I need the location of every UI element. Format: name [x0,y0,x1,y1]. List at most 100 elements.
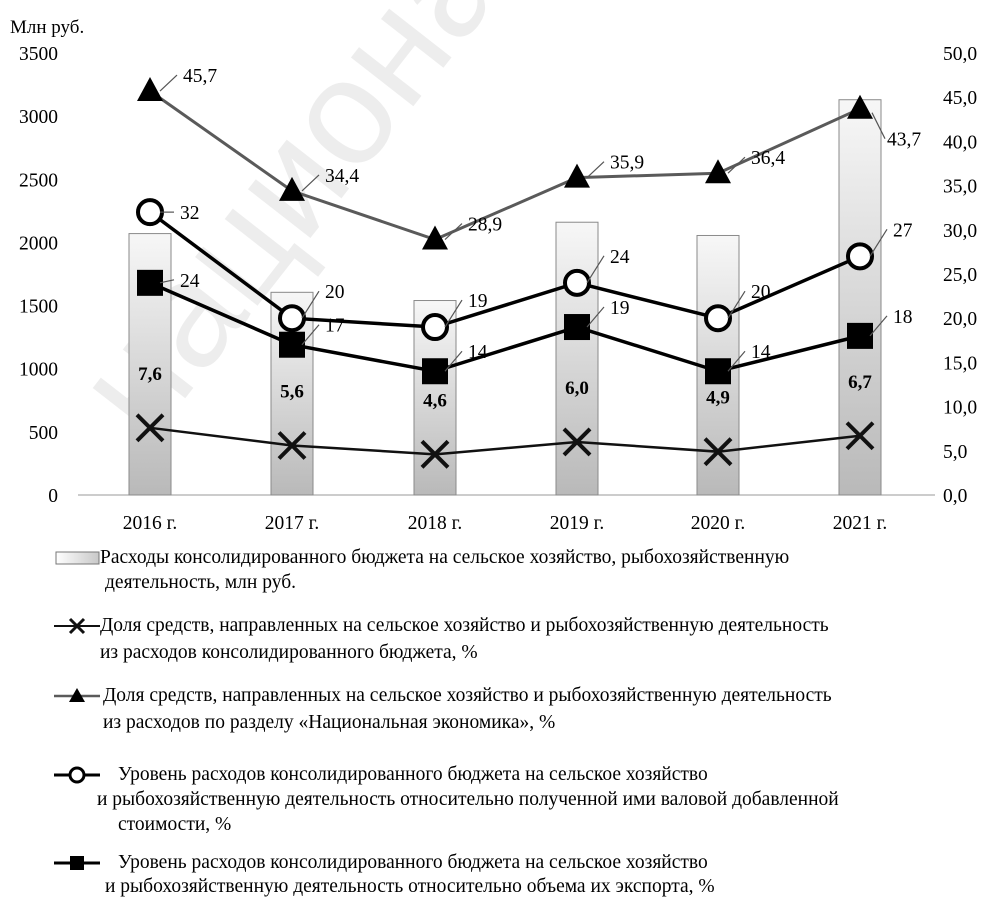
left-tick-label: 500 [29,423,58,444]
point-marker-triangle [705,159,731,184]
data-label-square: 18 [893,307,913,328]
data-label-circle: 20 [325,282,345,303]
label-leader [586,161,605,179]
right-tick-label: 35,0 [943,177,977,198]
point-marker-x [277,431,307,460]
data-label-triangle: 28,9 [468,215,502,236]
label-leader [586,255,605,284]
x-tick-label: 2018 г. [408,513,463,534]
label-leader [159,279,175,284]
point-marker-triangle [137,77,163,102]
left-tick-label: 3000 [19,107,58,128]
legend-label: стоимости, % [118,814,232,835]
label-leader [301,324,320,346]
right-tick-label: 5,0 [943,442,967,463]
right-axis: 0,0 5,0 10,0 15,0 20,0 25,0 30,0 35,0 40,0 45,0 50… [943,44,977,507]
data-label-triangle: 45,7 [183,66,217,87]
x-tick-label: 2017 г. [265,513,320,534]
left-tick-label: 2500 [19,170,58,191]
bar [555,221,599,496]
left-tick-label: 0 [48,486,58,507]
label-leader [444,223,463,240]
point-marker-circle [704,304,732,333]
left-axis: 0 500 1000 1500 2000 2500 3000 3500 [19,44,58,507]
data-label-square: 19 [610,298,630,319]
label-leader [727,350,746,372]
right-tick-label: 40,0 [943,132,977,153]
data-label-triangle: 43,7 [887,130,921,151]
legend-label: и рыбохозяйственную деятельность относит… [105,876,715,897]
data-label-x: 4,6 [423,390,447,411]
point-marker-circle [136,198,164,227]
bar [413,300,457,496]
left-tick-label: 1500 [19,297,58,318]
data-label-triangle: 35,9 [610,153,644,174]
point-marker-circle [846,242,874,271]
legend-circle-swatch [54,766,100,784]
x-axis: 2016 г. 2017 г. 2018 г. 2019 г. 2020 г. 2021 … [123,513,888,534]
legend-label: из расходов консолидированного бюджета, … [100,642,478,663]
legend-x-swatch [54,617,100,635]
legend-label: из расходов по разделу «Национальная эко… [103,712,556,733]
right-tick-label: 30,0 [943,221,977,242]
x-tick-label: 2020 г. [691,513,746,534]
point-marker-circle [421,313,449,342]
series-line [149,426,861,456]
legend-triangle-swatch [54,688,100,702]
data-label-x: 7,6 [138,364,162,385]
left-axis-title: Млн руб. [10,17,84,38]
data-label-circle: 20 [751,282,771,303]
point-marker-x [420,439,450,469]
right-tick-label: 10,0 [943,398,977,419]
legend-label: Расходы консолидированного бюджета на се… [100,547,790,568]
x-tick-label: 2019 г. [550,513,605,534]
legend-label: деятельность, млн руб. [105,572,297,593]
label-leader [586,306,605,328]
point-marker-triangle [279,176,305,201]
data-label-x: 4,9 [706,388,730,409]
point-marker-circle [278,304,306,333]
series-layer [148,89,861,456]
legend-square-swatch [54,856,100,870]
data-label-triangle: 34,4 [325,166,359,187]
left-tick-label: 3500 [19,44,58,65]
point-marker-x [845,421,875,451]
right-tick-label: 20,0 [943,309,977,330]
right-tick-label: 0,0 [943,486,967,507]
point-marker-square [422,358,448,385]
point-marker-square [847,322,873,349]
point-marker-triangle [847,94,873,119]
label-leader [444,350,463,372]
label-leader [727,156,746,174]
point-marker-square [137,269,163,296]
point-marker-x [703,437,733,467]
markers-layer [135,77,875,469]
label-leader [871,112,886,139]
data-label-square: 14 [751,342,771,363]
data-label-triangle: 36,4 [751,148,785,169]
label-leader [869,315,888,337]
legend-bar-swatch [55,551,100,565]
legend-label: Доля средств, направленных на сельское х… [103,685,832,706]
series-line [148,210,861,329]
point-marker-triangle [564,163,590,188]
data-label-x: 5,6 [280,381,304,402]
legend-label: Уровень расходов консолидированного бюдж… [118,852,708,873]
combo-chart: Млн руб. 0 500 1000 1500 2000 2500 3000 3500 0,… [10,17,977,534]
label-leader [444,299,463,328]
right-tick-label: 50,0 [943,44,977,65]
point-marker-square [564,314,590,341]
data-label-x: 6,7 [848,372,872,393]
x-tick-label: 2021 г. [833,513,888,534]
point-marker-square [279,331,305,358]
legend-label: и рыбохозяйственную деятельность относит… [97,789,839,810]
right-tick-label: 25,0 [943,265,977,286]
data-label-circle: 24 [610,247,630,268]
data-label-circle: 27 [893,220,913,241]
legend-label: Доля средств, направленных на сельское х… [100,615,829,636]
data-label-square: 17 [325,316,345,337]
data-label-circle: 19 [468,291,488,312]
data-label-square: 14 [468,342,488,363]
legend-label: Уровень расходов консолидированного бюдж… [118,764,708,785]
bars-layer [128,99,882,496]
